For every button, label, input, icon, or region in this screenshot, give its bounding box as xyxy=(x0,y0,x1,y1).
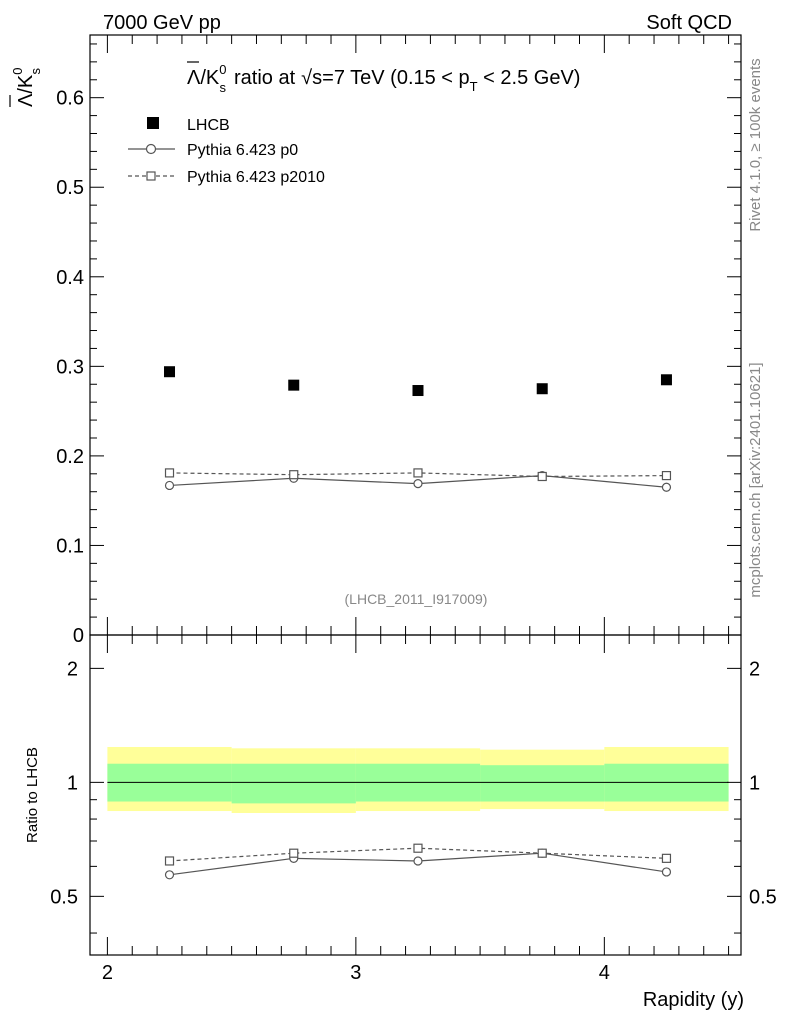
y-tick-label-ratio: 0.5 xyxy=(50,886,78,908)
y-tick-label-main: 0.4 xyxy=(56,267,84,289)
uncertainty-band-inner xyxy=(231,763,356,804)
data-point-lhcb xyxy=(164,366,176,378)
data-point-lhcb xyxy=(288,379,300,391)
legend-label-p0: Pythia 6.423 p0 xyxy=(187,142,298,159)
ratio-marker-p2010 xyxy=(537,848,547,858)
main-data-layer xyxy=(164,366,672,492)
ratio-marker-p0 xyxy=(413,856,423,866)
y-label-sup: 0 xyxy=(10,68,25,75)
ratio-marker-p2010 xyxy=(164,856,175,866)
y-tick-label-main: 0.5 xyxy=(56,177,84,199)
x-tick-label: 3 xyxy=(350,962,361,984)
svg-text:Λ/K0s: Λ/K0 s xyxy=(10,68,43,108)
main-marker-p0 xyxy=(413,479,423,489)
main-marker-p2010 xyxy=(661,470,672,481)
data-point-lhcb xyxy=(536,383,548,395)
legend-marker-p0 xyxy=(145,143,157,155)
ratio-marker-p0 xyxy=(661,867,672,877)
title-pt-subscript: T xyxy=(470,79,478,94)
title-ratio-text: ratio at xyxy=(234,67,296,89)
y-tick-label-main: 0.1 xyxy=(56,535,84,557)
legend-label-lhcb: LHCB xyxy=(187,117,230,134)
y-tick-label-ratio-right: 2 xyxy=(749,658,760,680)
y-tick-label-main: 0.6 xyxy=(56,88,84,110)
legend-label-p2010: Pythia 6.423 p2010 xyxy=(187,169,325,186)
y-tick-label-main: 0.2 xyxy=(56,446,84,468)
main-axis-ticks: 0.1 0.2 0.3 0.4 0.5 0.6 0 xyxy=(56,35,741,647)
ratio-marker-p2010 xyxy=(661,853,672,863)
plot-title: Λ/K0 s ratio at √s=7 TeV (0.15 < pT < 2.5 G… xyxy=(187,61,580,95)
title-sqrt-s: √s xyxy=(301,67,322,89)
x-axis-label: Rapidity (y) xyxy=(643,989,744,1011)
ratio-panel: 0.5 0.5 1 1 2 2 2 3 4 Ratio to LHCB Rapidity (y) xyxy=(24,634,777,1011)
y-tick-label-ratio: 1 xyxy=(67,772,78,794)
y-tick-label-ratio: 2 xyxy=(67,658,78,680)
title-ratio-sub: s xyxy=(220,80,227,95)
x-tick-label: 4 xyxy=(599,962,610,984)
main-marker-p2010 xyxy=(289,470,299,480)
ratio-marker-p2010 xyxy=(289,848,299,858)
ratio-data-layer xyxy=(107,746,729,880)
legend-marker-lhcb xyxy=(147,117,159,129)
main-panel: 0.10.20.30.40.50.60 Λ/K0 s Λ/K0 s ratio at √… xyxy=(9,34,742,647)
main-marker-p0 xyxy=(164,480,175,491)
title-range-end: < 2.5 GeV) xyxy=(478,67,581,89)
process-label: Soft QCD xyxy=(646,12,732,34)
ratio-axis-ticks: 0.5 0.5 1 1 2 2 2 3 4 xyxy=(50,635,777,984)
y-tick-label-main: 0 xyxy=(73,625,84,647)
uncertainty-band-inner xyxy=(480,765,605,802)
main-marker-p2010 xyxy=(164,468,175,478)
analysis-id-label: (LHCB_2011_I917009) xyxy=(345,591,488,607)
main-y-label: Λ/K0 s xyxy=(9,68,43,108)
y-label-sub: s xyxy=(28,68,43,75)
title-ratio-main: Λ/K xyxy=(187,67,220,89)
ratio-y-label: Ratio to LHCB xyxy=(24,747,41,843)
y-tick-label-main: 0.3 xyxy=(56,356,84,378)
main-marker-p0 xyxy=(661,482,672,492)
ratio-marker-p0 xyxy=(164,870,175,880)
legend: LHCB Pythia 6.423 p0 Pythia 6.423 p2010 xyxy=(128,117,325,186)
main-marker-p2010 xyxy=(537,471,547,482)
y-tick-label-ratio-right: 1 xyxy=(749,772,760,794)
y-tick-label-ratio-right: 0.5 xyxy=(749,886,777,908)
legend-marker-p2010 xyxy=(146,171,156,181)
title-energy: =7 TeV (0.15 < p xyxy=(322,67,470,89)
ratio-frame xyxy=(89,634,742,956)
mcplots-label: mcplots.cern.ch [arXiv:2401.10621] xyxy=(747,362,764,597)
data-point-lhcb xyxy=(412,385,424,397)
ratio-marker-p2010 xyxy=(413,843,423,853)
collision-label: 7000 GeV pp xyxy=(103,12,221,34)
title-ratio-sup: 0 xyxy=(219,62,226,77)
y-label-main: Λ/K xyxy=(15,74,37,107)
data-point-lhcb xyxy=(660,374,672,386)
rivet-version-label: Rivet 4.1.0, ≥ 100k events xyxy=(747,58,764,231)
x-tick-label: 2 xyxy=(102,962,113,984)
main-marker-p2010 xyxy=(413,468,423,478)
